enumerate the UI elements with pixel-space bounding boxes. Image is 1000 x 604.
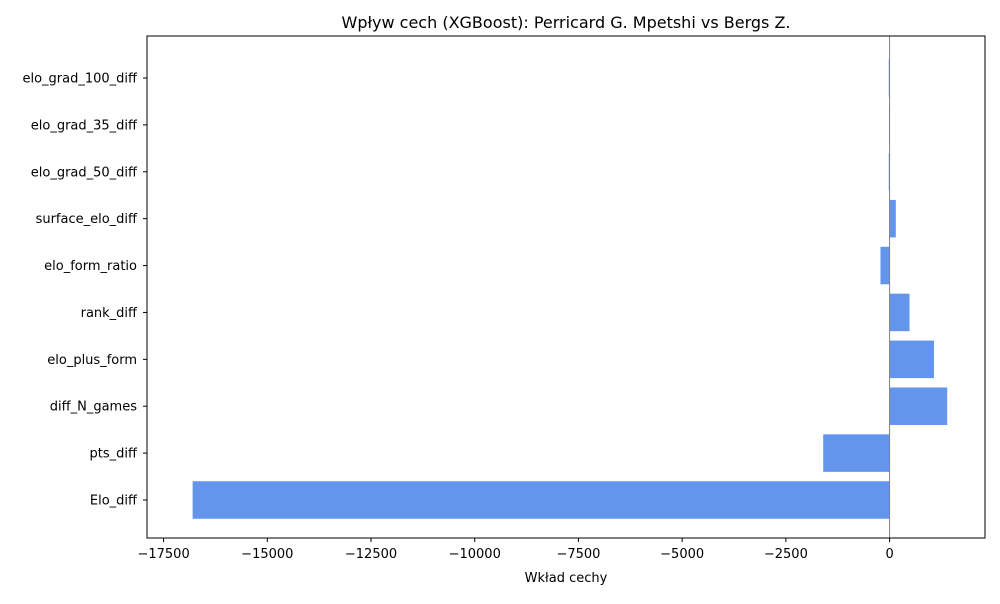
y-axis: elo_grad_100_diff elo_grad_35_diff elo_gra…	[22, 72, 147, 509]
y-tick-label: elo_grad_50_diff	[31, 165, 138, 180]
y-tick-label: elo_grad_35_diff	[31, 118, 138, 133]
chart-title: Wpływ cech (XGBoost): Perricard G. Mpets…	[342, 13, 791, 32]
bars-group	[192, 59, 948, 519]
x-tick-label: −7500	[556, 547, 600, 562]
x-tick-label: −5000	[660, 547, 704, 562]
bar-surface_elo_diff	[889, 199, 896, 238]
x-tick-label: −15000	[241, 547, 293, 562]
y-tick-label: Elo_diff	[90, 494, 138, 509]
y-tick-label: rank_diff	[81, 306, 138, 321]
y-tick-label: diff_N_games	[50, 400, 137, 415]
bar-diff_N_games	[889, 387, 948, 425]
y-tick-label: surface_elo_diff	[36, 212, 138, 227]
bar-elo_plus_form	[889, 340, 934, 379]
x-axis-label: Wkład cechy	[525, 571, 608, 586]
bar-rank_diff	[889, 293, 910, 332]
y-tick-label: elo_grad_100_diff	[22, 72, 138, 87]
x-tick-label: −2500	[764, 547, 808, 562]
x-axis: −17500 −15000 −12500 −10000 −7500 −5000 −2500 0	[137, 538, 894, 562]
bar-elo_form_ratio	[880, 246, 890, 285]
y-tick-label: elo_form_ratio	[44, 259, 137, 274]
x-tick-label: −12500	[345, 547, 397, 562]
y-tick-label: elo_plus_form	[47, 353, 137, 368]
axes-frame	[146, 35, 986, 539]
bar-Elo_diff	[192, 481, 890, 519]
x-tick-label: −10000	[449, 547, 501, 562]
bar-pts_diff	[823, 434, 890, 472]
x-tick-label: −17500	[137, 547, 189, 562]
y-tick-label: pts_diff	[90, 447, 138, 462]
x-tick-label: 0	[885, 547, 893, 562]
